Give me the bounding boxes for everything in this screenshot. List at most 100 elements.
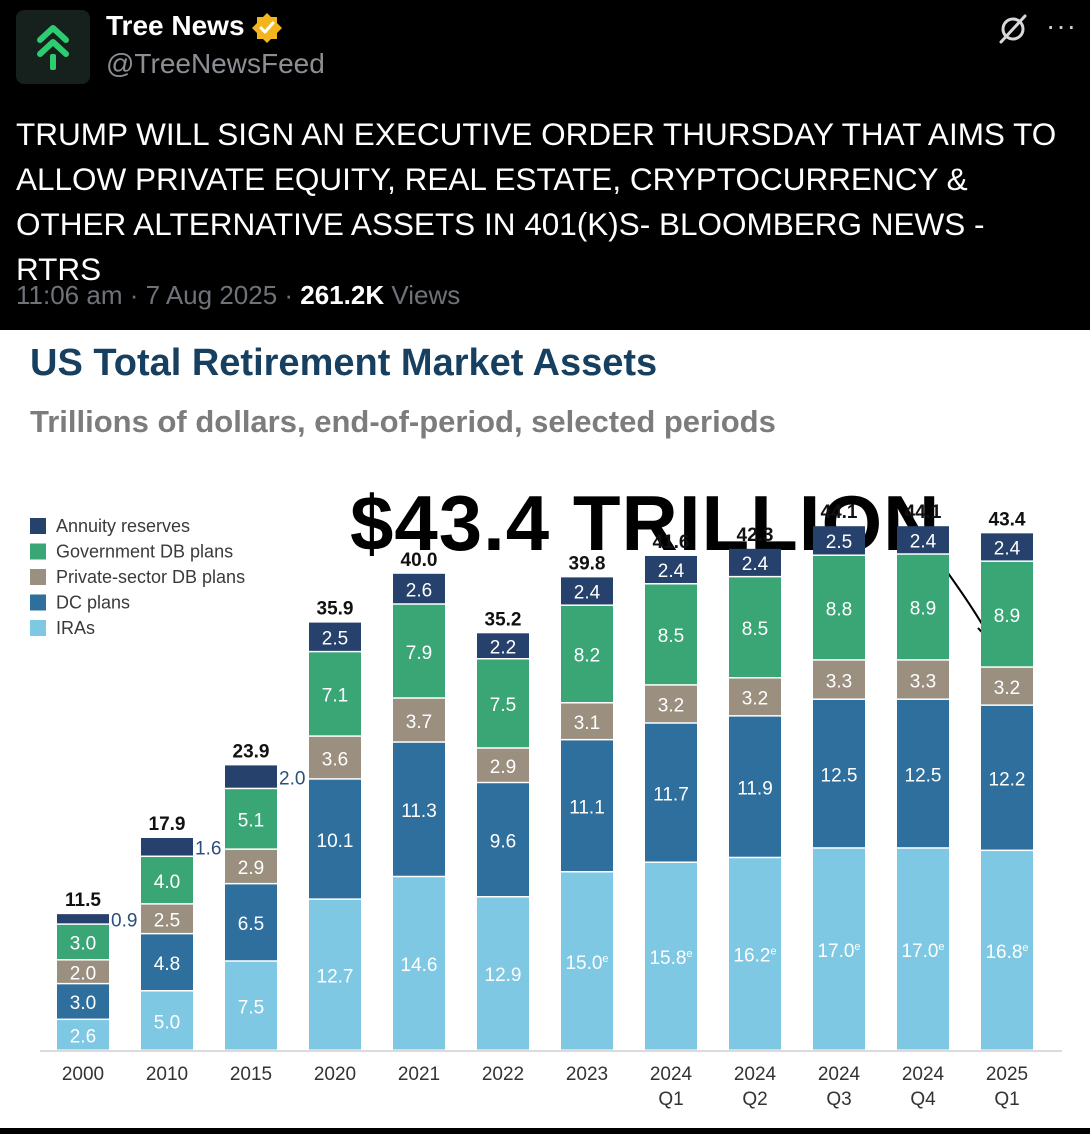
x-tick-label: 2023 <box>566 1064 608 1085</box>
segment-label: 2.4 <box>658 561 685 582</box>
segment-label: 7.1 <box>322 686 348 707</box>
legend-label: Private-sector DB plans <box>56 567 245 587</box>
bar-segment <box>561 605 613 703</box>
segment-label: 7.9 <box>406 643 432 664</box>
segment-label: 11.1 <box>569 797 605 818</box>
bar-segment <box>57 984 109 1019</box>
author-handle[interactable]: @TreeNewsFeed <box>106 48 325 79</box>
bar-segment <box>897 660 949 699</box>
segment-label: 5.1 <box>238 811 264 832</box>
segment-label: 12.7 <box>317 966 354 987</box>
legend-label: DC plans <box>56 593 130 613</box>
segment-label: 15.8e <box>649 948 692 969</box>
bar-segment <box>645 862 697 1050</box>
x-tick-label: Q1 <box>994 1089 1019 1110</box>
x-tick-label: 2020 <box>314 1064 356 1085</box>
bar-segment <box>897 699 949 848</box>
bar-segment <box>309 779 361 899</box>
legend-swatch <box>30 518 46 534</box>
legend-swatch <box>30 569 46 585</box>
bar-segment <box>981 705 1033 850</box>
chart-legend: Annuity reserves Government DB plans Priva… <box>30 516 245 638</box>
bar-segment <box>393 742 445 876</box>
bar-segment <box>225 961 277 1050</box>
segment-label: 8.5 <box>742 619 768 640</box>
bar-segment <box>645 584 697 685</box>
bar-segment <box>57 960 109 983</box>
total-label: 42.3 <box>737 525 774 546</box>
x-tick-label: 2022 <box>482 1064 524 1085</box>
bar-segment <box>141 934 193 990</box>
segment-label: 2.2 <box>490 637 516 658</box>
total-label: 35.2 <box>485 609 522 630</box>
total-label: 40.0 <box>401 550 438 571</box>
bar-segment <box>393 604 445 698</box>
segment-label: 2.4 <box>994 539 1021 560</box>
bar-segment <box>813 699 865 848</box>
bar-segment <box>561 703 613 739</box>
total-label: 35.9 <box>317 599 354 620</box>
total-label: 44.1 <box>905 502 942 523</box>
segment-label: 4.0 <box>154 872 180 893</box>
bar-segment <box>309 622 361 651</box>
segment-label: 17.0e <box>817 941 860 962</box>
total-label: 43.4 <box>989 509 1026 530</box>
bar-segment <box>897 526 949 554</box>
bar-segment <box>645 555 697 584</box>
bar-segment <box>729 716 781 857</box>
bar-segment <box>813 555 865 660</box>
segment-label: 5.0 <box>154 1012 180 1033</box>
bar-segment <box>897 554 949 660</box>
segment-label: 16.8e <box>985 942 1028 963</box>
legend-swatch <box>30 543 46 560</box>
bar-segment <box>813 660 865 699</box>
bar-segment <box>393 698 445 742</box>
views-count: 261.2K <box>300 280 385 310</box>
segment-label: 17.0e <box>901 941 944 962</box>
x-tick-label: 2024 <box>902 1064 945 1085</box>
stacked-bar-chart: Annuity reserves Government DB plans Priva… <box>30 502 1062 1110</box>
bar-segment <box>729 548 781 576</box>
segment-label: 8.5 <box>658 626 684 647</box>
legend-label: Government DB plans <box>56 542 233 562</box>
bar-segment <box>393 877 445 1050</box>
x-tick-label: Q4 <box>910 1089 936 1110</box>
bar-segment <box>141 837 193 856</box>
segment-label: 6.5 <box>238 914 264 935</box>
segment-label: 3.7 <box>406 712 432 733</box>
total-label: 39.8 <box>569 553 606 574</box>
bar-segment <box>477 659 529 748</box>
segment-label: 10.1 <box>317 831 354 852</box>
author-name[interactable]: Tree News <box>106 10 245 41</box>
segment-label: 3.2 <box>994 678 1020 699</box>
more-icon[interactable]: ··· <box>1046 10 1077 41</box>
bar-segment <box>57 914 109 924</box>
segment-label: 3.2 <box>658 696 684 717</box>
segment-label: 7.5 <box>490 695 516 716</box>
bar-segment <box>981 667 1033 705</box>
segment-label: 12.9 <box>485 965 522 986</box>
segment-label: 2.6 <box>406 580 432 601</box>
bar-segment <box>729 577 781 678</box>
bar-segment <box>981 533 1033 561</box>
segment-label: 3.1 <box>574 713 600 734</box>
x-tick-label: 2024 <box>650 1064 693 1085</box>
bar-segment <box>141 991 193 1050</box>
bar-segment <box>813 848 865 1050</box>
segment-label: 16.2e <box>733 946 776 967</box>
bar-segment <box>225 849 277 883</box>
grok-icon[interactable] <box>996 12 1030 46</box>
views-label: Views <box>384 280 461 310</box>
legend-swatch <box>30 594 46 611</box>
bar-segment <box>57 1020 109 1050</box>
segment-label: 0.9 <box>111 911 137 932</box>
tweet-timestamp[interactable]: 11:06 am · 7 Aug 2025 · <box>16 280 301 310</box>
segment-label: 8.2 <box>574 646 600 667</box>
legend-label: Annuity reserves <box>56 516 190 536</box>
total-label: 44.1 <box>821 502 858 523</box>
bar-segment <box>813 526 865 555</box>
segment-label: 2.9 <box>238 858 264 879</box>
segment-label: 12.2 <box>989 769 1026 790</box>
total-label: 17.9 <box>149 814 186 835</box>
avatar[interactable] <box>16 10 90 84</box>
